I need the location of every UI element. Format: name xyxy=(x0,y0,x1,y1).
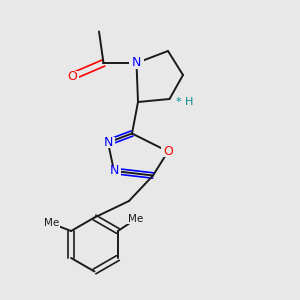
Text: N: N xyxy=(109,164,119,178)
Text: N: N xyxy=(103,136,113,149)
Bar xyxy=(178,96,194,106)
Bar xyxy=(127,214,145,224)
Bar xyxy=(129,57,144,69)
Text: O: O xyxy=(163,145,173,158)
Text: *: * xyxy=(176,97,181,107)
Text: Me: Me xyxy=(44,218,59,229)
Bar xyxy=(161,146,175,157)
Text: H: H xyxy=(185,97,193,107)
Bar xyxy=(65,71,79,82)
Bar xyxy=(107,166,121,176)
Bar xyxy=(44,219,60,228)
Text: Me: Me xyxy=(128,214,143,224)
Text: O: O xyxy=(67,70,77,83)
Bar xyxy=(101,137,115,148)
Text: N: N xyxy=(132,56,141,70)
